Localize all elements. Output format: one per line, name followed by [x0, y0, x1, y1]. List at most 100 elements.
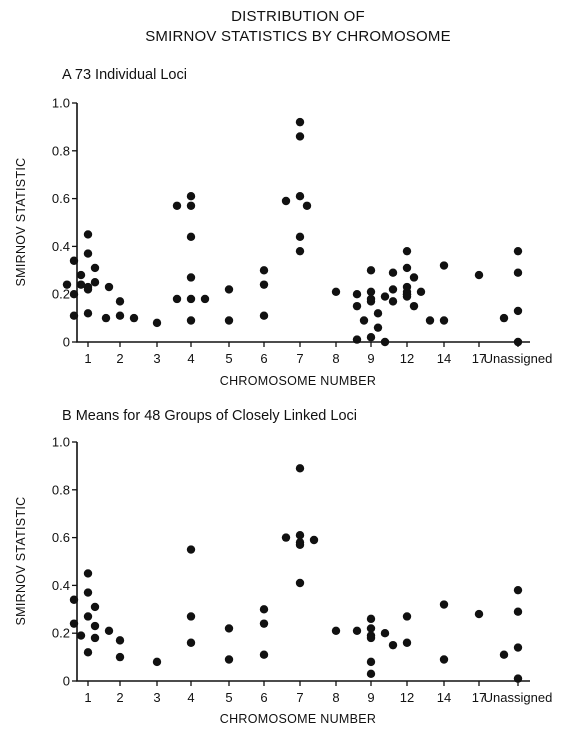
panel-b-y-tick-label: 0 [63, 674, 70, 689]
panel-a-point [186, 294, 196, 304]
panel-a-x-tick-label: 9 [367, 351, 374, 366]
panel-a-point [115, 311, 125, 320]
panel-a-point [200, 294, 210, 304]
panel-a-point [90, 263, 100, 273]
panel-b-point [402, 612, 412, 621]
panel-b-axes [76, 442, 530, 682]
panel-b-point [380, 629, 390, 638]
panel-b-point [224, 655, 234, 664]
panel-a-y-tick-label: 1.0 [52, 96, 70, 111]
panel-a-point [388, 297, 398, 306]
panel-a-point [295, 132, 305, 141]
panel-a-point [186, 192, 196, 201]
panel-a-point [380, 337, 390, 347]
panel-a-point [499, 313, 509, 323]
panel-b-point [69, 619, 79, 628]
panel-a-point [101, 313, 111, 323]
panel-b-point [186, 638, 196, 647]
panel-a-point [259, 311, 269, 320]
panel-a-x-tick-label: 14 [437, 351, 451, 366]
panel-b-point [352, 626, 362, 636]
panel-b-point [439, 655, 449, 664]
panel-b-point [104, 626, 114, 636]
panel-b-point [366, 657, 376, 667]
panel-a-point [224, 285, 234, 294]
panel-a-point [366, 287, 376, 297]
panel-a-point [186, 232, 196, 242]
panel-a-point [513, 337, 523, 347]
panel-a-point [104, 282, 114, 292]
panel-b-point [90, 621, 100, 631]
panel-b-x-tick-label: 8 [332, 690, 339, 705]
panel-a-point [352, 301, 362, 311]
panel-b-y-axis-label: SMIRNOV STATISTIC [14, 497, 28, 626]
panel-b: B Means for 48 Groups of Closely Linked … [14, 408, 552, 726]
panel-a-title: A 73 Individual Loci [62, 67, 187, 83]
panel-b-point [295, 540, 305, 549]
panel-b-point [513, 585, 523, 595]
panel-b-point [259, 619, 269, 628]
panel-a-y-tick-label: 0.2 [52, 287, 70, 302]
panel-a-point [366, 333, 376, 342]
panel-a-point [388, 285, 398, 294]
panel-b-point [513, 607, 523, 616]
panel-a-point [69, 311, 79, 320]
panel-b-point [115, 636, 125, 645]
panel-a-point [302, 201, 312, 210]
panel-a-point [409, 301, 419, 311]
panel-a-x-tick-label: 7 [296, 351, 303, 366]
panel-a-point [513, 306, 523, 316]
panel-a-point [416, 287, 426, 297]
panel-a-y-tick-label: 0.8 [52, 143, 70, 158]
panel-b-x-tick-label: 9 [367, 690, 374, 705]
panel-a-x-tick-label: 12 [400, 351, 414, 366]
panel-a-point [388, 268, 398, 277]
panel-a-point [295, 246, 305, 256]
panel-a-point [115, 297, 125, 306]
panel-b-point [83, 588, 93, 597]
panel-a-y-tick-label: 0 [63, 335, 70, 350]
panel-a-point [373, 309, 383, 318]
panel-a-point [402, 246, 412, 256]
panel-b-x-tick-label: 5 [225, 690, 232, 705]
panel-b-y-tick-label: 0.2 [52, 626, 70, 641]
panel-b-x-tick-label: 1 [84, 690, 91, 705]
panel-b-x-axis-label: CHROMOSOME NUMBER [220, 712, 377, 726]
panel-b-point [259, 650, 269, 659]
panel-b-point [83, 569, 93, 578]
panel-a: A 73 Individual Loci SMIRNOV STATISTIC C… [14, 67, 552, 388]
panel-b-point [474, 609, 484, 619]
panel-a-point [172, 201, 182, 210]
panel-a-point [281, 196, 291, 206]
panel-a-point [186, 201, 196, 210]
panel-b-point [90, 602, 100, 612]
figure-title-line2: SMIRNOV STATISTICS BY CHROMOSOME [145, 28, 451, 45]
panel-b-x-tick-label: Unassigned [484, 690, 553, 705]
panel-a-ticks: 00.20.40.60.81.01 2 3 4 5 6 7 8 9 12 14 17Unassigne… [52, 96, 552, 367]
panel-b-point [90, 633, 100, 643]
panel-a-point [439, 316, 449, 325]
panel-b-x-tick-label: 2 [116, 690, 123, 705]
panel-a-point [373, 323, 383, 332]
panel-a-point [352, 290, 362, 299]
panel-a-point [129, 313, 139, 323]
panel-a-point [513, 246, 523, 256]
panel-a-point [409, 273, 419, 282]
panel-b-point [499, 650, 509, 659]
panel-a-point [172, 294, 182, 304]
panel-a-x-tick-label: 4 [187, 351, 194, 366]
panel-b-point [309, 535, 319, 545]
panel-a-point [83, 309, 93, 318]
panel-a-x-tick-label: 8 [332, 351, 339, 366]
panel-a-point [224, 316, 234, 325]
panel-a-y-tick-label: 0.6 [52, 191, 70, 206]
panel-b-point [366, 614, 376, 624]
panel-b-point [69, 595, 79, 604]
panel-b-x-tick-label: 3 [153, 690, 160, 705]
panel-a-axes [76, 103, 530, 343]
panel-a-point [359, 316, 369, 325]
panel-b-point [513, 643, 523, 652]
panel-a-point [259, 266, 269, 275]
panel-b-ticks: 00.20.40.60.81.01 2 3 4 5 6 7 8 9 12 14 17Unassigne… [52, 435, 552, 706]
panel-a-point [402, 263, 412, 273]
